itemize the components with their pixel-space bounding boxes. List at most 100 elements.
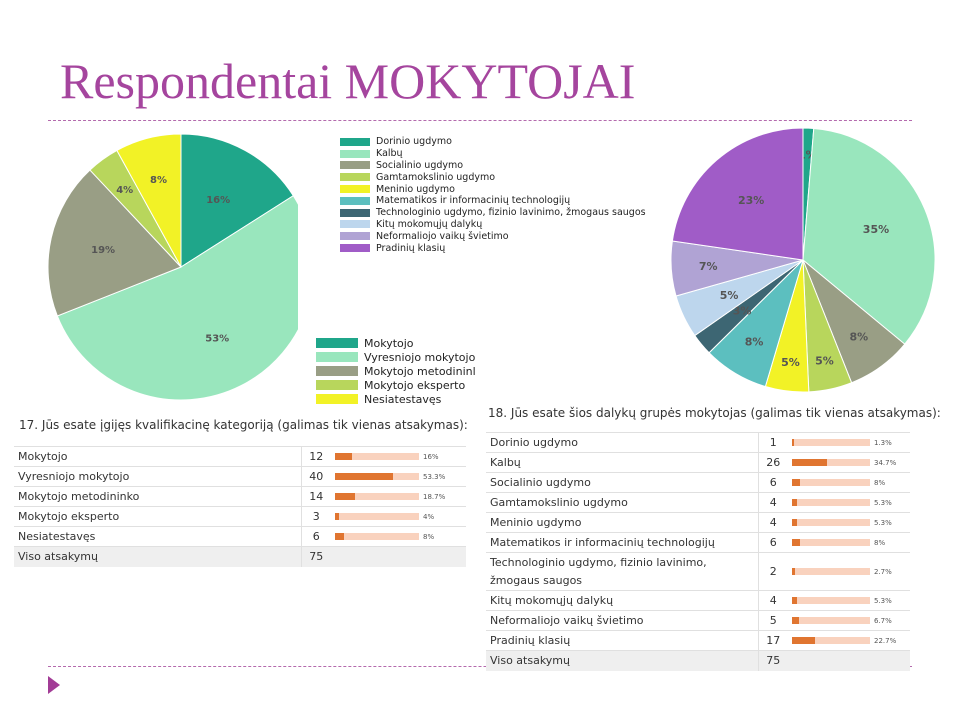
legend-item: Pradinių klasių: [340, 242, 660, 254]
legend-label: Neformaliojo vaikų švietimo: [376, 230, 509, 242]
subject-group-pie-chart: 1%35%8%5%5%8%3%5%7%23%: [670, 128, 936, 393]
pie-slice: [56, 195, 298, 401]
percentage-bar: [335, 473, 419, 480]
row-percentage: 4%: [419, 506, 466, 527]
legend-label: Kitų mokomųjų dalykų: [376, 218, 483, 230]
row-percentage: 5.3%: [870, 492, 910, 513]
percentage-bar-fill: [335, 493, 356, 500]
row-bar-cell: [331, 486, 419, 507]
row-count: 2: [758, 552, 788, 591]
pie-slice: [48, 169, 182, 317]
percentage-bar-fill: [792, 597, 798, 604]
next-slide-arrow-icon[interactable]: [48, 676, 60, 694]
row-bar-cell: [788, 512, 870, 533]
row-bar-cell: [788, 532, 870, 553]
row-percentage: 2.7%: [870, 552, 910, 591]
legend-swatch: [340, 208, 370, 217]
legend-swatch: [340, 185, 370, 194]
row-percentage: 5.3%: [870, 590, 910, 611]
percentage-bar: [335, 453, 419, 460]
percentage-bar: [792, 617, 870, 624]
legend-label: Kalbų: [376, 148, 403, 160]
qualification-legend: Mokytojo Vyresniojo mokytojo Mokytojo meto…: [316, 336, 476, 406]
table-row: Socialinio ugdymo 6 8%: [486, 472, 910, 493]
pie-data-label: 8%: [745, 335, 764, 348]
legend-item: Meninio ugdymo: [340, 183, 660, 195]
legend-label: Socialinio ugdymo: [376, 159, 464, 171]
pie-slice: [802, 128, 936, 345]
percentage-bar: [792, 637, 870, 644]
top-divider: [48, 120, 912, 121]
legend-item: Mokytojo eksperto: [316, 378, 476, 392]
percentage-bar-fill: [792, 617, 799, 624]
row-bar-cell: [331, 466, 419, 487]
table-row: Kalbų 26 34.7%: [486, 452, 910, 473]
slide-title: Respondentai MOKYTOJAI: [60, 53, 636, 109]
row-bar-cell: [788, 472, 870, 493]
legend-label: Pradinių klasių: [376, 242, 446, 254]
row-count: 6: [758, 532, 788, 553]
row-count: 6: [301, 526, 331, 547]
pie-data-label: 35%: [863, 223, 889, 236]
table-row: Meninio ugdymo 4 5.3%: [486, 512, 910, 533]
row-label: Mokytojo metodininko: [14, 486, 302, 507]
row-count: 3: [301, 506, 331, 527]
pie-data-label: 53%: [205, 334, 229, 345]
row-count: 1: [758, 432, 788, 453]
legend-swatch: [340, 220, 370, 229]
legend-item: Neformaliojo vaikų švietimo: [340, 230, 660, 242]
pie-data-label: 7%: [699, 260, 718, 273]
percentage-bar-fill: [792, 499, 798, 506]
legend-swatch: [340, 161, 370, 170]
legend-item: Socialinio ugdymo: [340, 160, 660, 172]
percentage-bar: [335, 493, 419, 500]
percentage-bar-fill: [792, 439, 794, 446]
percentage-bar: [335, 533, 419, 540]
qualification-pie-chart: 16% 53% 19% 4% 8%: [48, 133, 298, 401]
legend-item: Nesiatestavęs: [316, 392, 476, 406]
percentage-bar-fill: [792, 519, 798, 526]
row-count: 12: [301, 446, 331, 467]
row-percentage: 5.3%: [870, 512, 910, 533]
row-label: Mokytojo eksperto: [14, 506, 302, 527]
row-percentage: 6.7%: [870, 610, 910, 631]
row-label: Kalbų: [486, 452, 759, 473]
percentage-bar-fill: [792, 568, 795, 575]
percentage-bar: [792, 597, 870, 604]
row-bar-cell: [788, 432, 870, 453]
legend-label: Mokytojo: [364, 336, 414, 350]
total-spacer: [788, 650, 910, 671]
row-percentage: 16%: [419, 446, 466, 467]
row-percentage: 18.7%: [419, 486, 466, 507]
row-label: Matematikos ir informacinių technologijų: [486, 532, 759, 553]
percentage-bar: [792, 568, 870, 575]
legend-item: Kalbų: [340, 148, 660, 160]
row-bar-cell: [788, 452, 870, 473]
row-label: Technologinio ugdymo, fizinio lavinimo, …: [486, 552, 759, 591]
row-count: 40: [301, 466, 331, 487]
table-total-row: Viso atsakymų 75: [14, 546, 466, 567]
pie-data-label: 19%: [91, 245, 115, 256]
qualification-table: Mokytojo 12 16% Vyresniojo mokytojo 40 53.3% M…: [14, 446, 466, 567]
percentage-bar-fill: [792, 539, 801, 546]
row-label: Vyresniojo mokytojo: [14, 466, 302, 487]
row-label: Gamtamokslinio ugdymo: [486, 492, 759, 513]
row-label: Nesiatestavęs: [14, 526, 302, 547]
percentage-bar: [792, 499, 870, 506]
table-row: Vyresniojo mokytojo 40 53.3%: [14, 466, 466, 487]
pie-data-label: 3%: [733, 305, 752, 318]
legend-swatch: [316, 366, 358, 376]
total-spacer: [331, 546, 466, 567]
legend-label: Matematikos ir informacinių technologijų: [376, 195, 571, 207]
legend-item: Dorinio ugdymo: [340, 136, 660, 148]
row-count: 4: [758, 590, 788, 611]
total-label: Viso atsakymų: [486, 650, 759, 671]
percentage-bar: [792, 539, 870, 546]
legend-label: Vyresniojo mokytojo: [364, 350, 476, 364]
row-label: Meninio ugdymo: [486, 512, 759, 533]
legend-label: Technologinio ugdymo, fizinio lavinimo, …: [376, 207, 646, 219]
legend-swatch: [340, 244, 370, 253]
pie-data-label: 5%: [781, 356, 800, 369]
pie-data-label: 5%: [720, 289, 739, 302]
row-count: 4: [758, 492, 788, 513]
